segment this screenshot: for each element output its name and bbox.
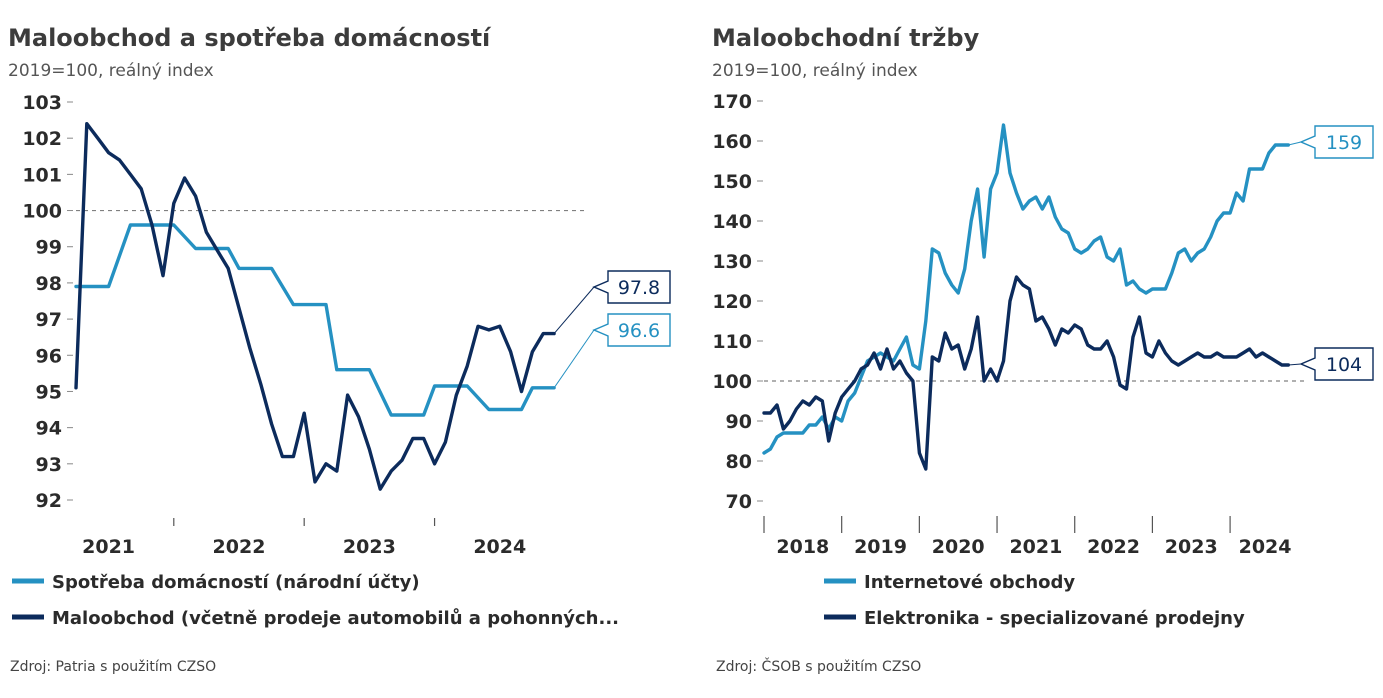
legend-label-consumption: Spotřeba domácností (národní účty) [52,572,420,593]
right-chart-title: Maloobchodní tržby [712,24,980,52]
series-line-light [74,223,556,417]
x-tick-label: 2021 [82,536,135,558]
y-tick-label: 100 [712,371,752,393]
y-tick-label: 120 [712,291,752,313]
y-tick-label: 92 [36,490,62,512]
end-value-callout-box [592,313,671,347]
x-tick-label: 2018 [776,536,829,558]
x-tick-label: 2023 [1165,536,1218,558]
y-tick-label: 170 [712,91,752,113]
end-value-label: 97.8 [618,277,660,299]
y-tick-label: 95 [36,381,62,403]
y-tick-label: 103 [22,92,62,114]
y-tick-label: 102 [22,128,62,150]
y-tick-label: 70 [726,491,752,513]
right-plot-area: 70 80 90 100 110 120 130 140 150 160 170 2018 2019 20… [712,91,1374,558]
y-tick-label: 140 [712,211,752,233]
y-tick-label: 80 [726,451,752,473]
left-chart-panel: Maloobchod a spotřeba domácností 2019=10… [8,24,671,675]
end-value-label: 104 [1326,354,1362,376]
callout-leader [553,286,595,334]
callout-leader [1288,363,1302,366]
y-tick-label: 99 [36,237,62,259]
series-line-dark [762,275,1291,471]
end-value-label: 96.6 [618,320,660,342]
right-chart-panel: Maloobchodní tržby 2019=100, reálný inde… [712,24,1374,675]
y-tick-label: 160 [712,131,752,153]
x-tick-label: 2023 [343,536,396,558]
legend-label-electronics: Elektronika - specializované prodejny [864,608,1245,629]
y-tick-label: 110 [712,331,752,353]
series-line-light [762,123,1291,455]
y-tick-label: 101 [22,164,62,186]
callout-leader [1288,141,1302,146]
legend-label-internet: Internetové obchody [864,572,1075,593]
y-tick-label: 90 [726,411,752,433]
callout-leader [553,329,595,389]
x-tick-label: 2022 [1087,536,1140,558]
y-tick-label: 130 [712,251,752,273]
end-value-callout-box [592,270,671,304]
right-source-note: Zdroj: ČSOB s použitím CZSO [716,657,921,675]
left-legend: Spotřeba domácností (národní účty) Maloo… [12,572,619,629]
left-chart-subtitle: 2019=100, reálný index [8,61,214,81]
right-chart-subtitle: 2019=100, reálný index [712,61,918,81]
y-tick-label: 96 [36,345,62,367]
end-value-callout-box [1299,347,1374,381]
y-tick-label: 97 [36,309,62,331]
legend-label-retail: Maloobchod (včetně prodeje automobilů a … [52,607,619,629]
y-tick-label: 94 [36,418,62,440]
series-line-dark [74,121,556,491]
right-legend: Internetové obchody Elektronika - specia… [824,572,1245,629]
y-tick-label: 98 [36,273,62,295]
y-tick-label: 100 [22,201,62,223]
left-source-note: Zdroj: Patria s použitím CZSO [10,659,216,675]
end-value-label: 159 [1326,132,1362,154]
x-tick-label: 2021 [1009,536,1062,558]
x-tick-label: 2019 [854,536,907,558]
left-chart-title: Maloobchod a spotřeba domácností [8,24,492,52]
y-tick-label: 93 [36,454,62,476]
left-plot-area: 92 93 94 95 96 97 98 99 100 101 102 103 2021 2022 2023… [22,92,671,558]
x-tick-label: 2024 [473,536,526,558]
x-tick-label: 2020 [932,536,985,558]
y-tick-label: 150 [712,171,752,193]
end-value-callout-box [1299,125,1374,159]
x-tick-label: 2024 [1239,536,1292,558]
x-tick-label: 2022 [213,536,266,558]
